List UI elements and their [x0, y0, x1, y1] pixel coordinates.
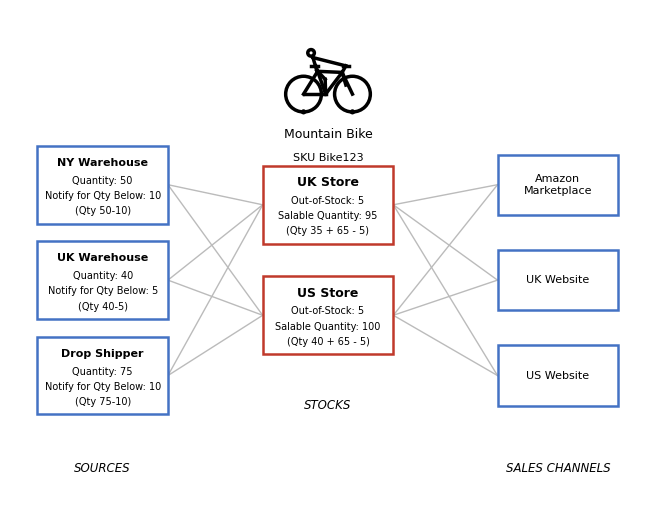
FancyBboxPatch shape: [37, 241, 168, 319]
Text: (Qty 35 + 65 - 5): (Qty 35 + 65 - 5): [287, 226, 369, 236]
Text: Notify for Qty Below: 10: Notify for Qty Below: 10: [45, 191, 161, 201]
Text: SOURCES: SOURCES: [74, 462, 131, 475]
Text: SALES CHANNELS: SALES CHANNELS: [506, 462, 610, 475]
Ellipse shape: [350, 109, 355, 115]
Text: (Qty 40 + 65 - 5): (Qty 40 + 65 - 5): [287, 337, 369, 347]
Text: (Qty 75-10): (Qty 75-10): [75, 397, 131, 407]
Text: Notify for Qty Below: 5: Notify for Qty Below: 5: [47, 286, 157, 296]
Text: UK Website: UK Website: [526, 275, 590, 285]
Text: UK Store: UK Store: [297, 176, 359, 189]
Text: US Website: US Website: [526, 371, 590, 381]
FancyBboxPatch shape: [497, 155, 619, 215]
FancyBboxPatch shape: [497, 250, 619, 310]
Text: Out-of-Stock: 5: Out-of-Stock: 5: [291, 196, 365, 206]
Text: Quantity: 75: Quantity: 75: [72, 367, 133, 377]
Text: Salable Quantity: 95: Salable Quantity: 95: [278, 211, 378, 221]
FancyBboxPatch shape: [37, 337, 168, 415]
FancyBboxPatch shape: [325, 93, 327, 95]
Text: Mountain Bike: Mountain Bike: [283, 128, 373, 141]
FancyBboxPatch shape: [37, 146, 168, 224]
Text: NY Warehouse: NY Warehouse: [57, 158, 148, 168]
Text: Drop Shipper: Drop Shipper: [62, 349, 144, 359]
Text: Amazon
Marketplace: Amazon Marketplace: [523, 174, 592, 195]
Ellipse shape: [301, 109, 306, 115]
Text: Salable Quantity: 100: Salable Quantity: 100: [276, 322, 380, 332]
Text: UK Warehouse: UK Warehouse: [57, 254, 148, 263]
Text: Out-of-Stock: 5: Out-of-Stock: 5: [291, 307, 365, 317]
Text: Notify for Qty Below: 10: Notify for Qty Below: 10: [45, 382, 161, 392]
Text: (Qty 40-5): (Qty 40-5): [77, 301, 128, 312]
FancyBboxPatch shape: [262, 276, 394, 354]
FancyBboxPatch shape: [497, 345, 619, 406]
Text: US Store: US Store: [297, 287, 359, 300]
Text: Quantity: 40: Quantity: 40: [73, 271, 133, 281]
Text: (Qty 50-10): (Qty 50-10): [75, 206, 131, 216]
Text: STOCKS: STOCKS: [304, 399, 352, 412]
Text: Quantity: 50: Quantity: 50: [72, 176, 133, 186]
Text: SKU Bike123: SKU Bike123: [293, 153, 363, 163]
FancyBboxPatch shape: [262, 166, 394, 244]
